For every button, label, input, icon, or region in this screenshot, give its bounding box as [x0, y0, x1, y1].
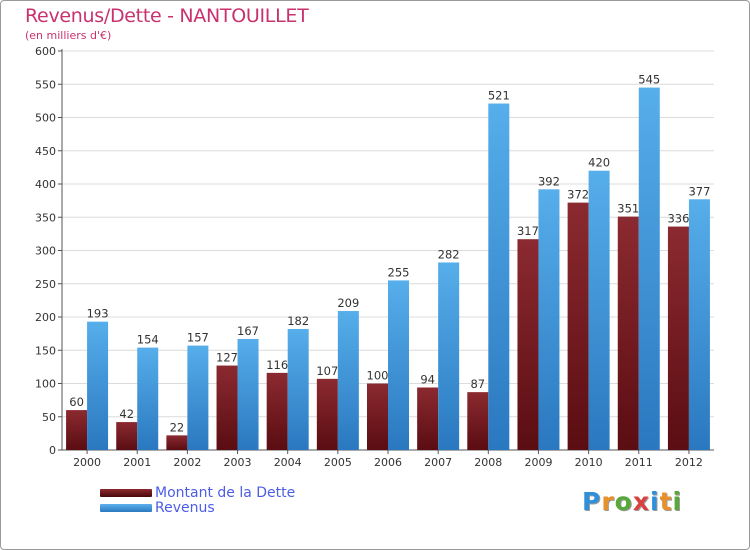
chart-subtitle: (en milliers d'€) — [25, 29, 112, 42]
value-label-revenue: 282 — [438, 247, 460, 261]
y-tick-label: 150 — [35, 344, 56, 357]
value-label-debt: 372 — [567, 188, 589, 202]
value-label-revenue: 167 — [237, 324, 259, 338]
bar-revenue — [488, 103, 510, 450]
y-tick-label: 300 — [35, 245, 56, 258]
logo-letter: i — [672, 487, 683, 516]
value-label-revenue: 182 — [287, 314, 309, 328]
bars — [66, 87, 710, 450]
bar-revenue — [237, 338, 259, 450]
y-tick-label: 500 — [35, 112, 56, 125]
bar-debt — [316, 378, 338, 450]
bar-revenue — [287, 328, 309, 450]
value-label-debt: 317 — [517, 224, 539, 238]
legend-label-revenue: Revenus — [155, 500, 215, 516]
y-tick-label: 600 — [35, 45, 56, 58]
value-label-debt: 94 — [420, 372, 435, 386]
value-labels: 60 193 42 154 22 157 127 167 116 182 107 209 100 255 9… — [69, 73, 710, 435]
value-label-debt: 60 — [69, 395, 84, 409]
value-label-debt: 336 — [667, 212, 689, 226]
x-tick-label: 2005 — [324, 456, 352, 469]
axes: 0 50 100 150 200 250 300 350 400 450 500 550 600 2000… — [35, 45, 714, 469]
legend-swatch-debt — [100, 489, 152, 497]
bar-debt — [617, 216, 639, 450]
logo-letter: t — [659, 487, 673, 516]
value-label-revenue: 209 — [337, 296, 359, 310]
x-tick-label: 2003 — [224, 456, 252, 469]
x-tick-label: 2001 — [123, 456, 151, 469]
value-label-debt: 116 — [266, 358, 288, 372]
bar-debt — [66, 410, 88, 450]
y-tick-label: 100 — [35, 378, 56, 391]
value-label-revenue: 157 — [187, 331, 209, 345]
bar-debt — [116, 422, 138, 450]
bar-revenue — [438, 262, 460, 450]
value-label-debt: 87 — [470, 377, 485, 391]
bar-debt — [467, 392, 489, 450]
value-label-revenue: 545 — [638, 73, 660, 87]
bar-debt — [367, 383, 388, 450]
bar-debt — [417, 387, 439, 450]
bar-revenue — [588, 170, 610, 450]
y-tick-label: 50 — [42, 411, 56, 424]
bar-debt — [166, 435, 188, 450]
x-tick-label: 2008 — [474, 456, 502, 469]
y-tick-label: 200 — [35, 311, 56, 324]
y-tick-label: 0 — [49, 444, 56, 457]
x-tick-label: 2012 — [675, 456, 703, 469]
value-label-revenue: 377 — [688, 184, 710, 198]
y-tick-label: 350 — [35, 211, 56, 224]
x-tick-label: 2009 — [524, 456, 552, 469]
value-label-debt: 351 — [617, 202, 639, 216]
y-tick-label: 400 — [35, 178, 56, 191]
proxiti-logo: Proxiti — [582, 487, 682, 516]
bar-revenue — [87, 321, 109, 450]
value-label-revenue: 154 — [137, 333, 159, 347]
y-tick-label: 450 — [35, 145, 56, 158]
bar-debt — [216, 365, 238, 450]
value-label-revenue: 420 — [588, 156, 610, 170]
bar-debt — [266, 372, 288, 450]
bar-revenue — [137, 347, 159, 450]
bar-debt — [567, 202, 589, 450]
logo-letter: i — [650, 487, 660, 516]
logo-letter: r — [601, 487, 615, 516]
value-label-debt: 107 — [316, 364, 338, 378]
bar-debt — [667, 226, 689, 450]
value-label-debt: 22 — [170, 420, 185, 434]
logo-letter: P — [582, 487, 602, 516]
value-label-revenue: 521 — [488, 89, 510, 103]
chart-title: Revenus/Dette - NANTOUILLET — [25, 5, 309, 27]
value-label-revenue: 193 — [87, 307, 109, 321]
value-label-debt: 100 — [367, 369, 389, 383]
x-tick-label: 2010 — [575, 456, 603, 469]
legend-label-debt: Montant de la Dette — [155, 485, 296, 501]
bar-revenue — [688, 199, 710, 450]
value-label-debt: 127 — [216, 351, 238, 365]
x-tick-label: 2004 — [274, 456, 302, 469]
x-tick-label: 2011 — [625, 456, 653, 469]
bar-revenue — [337, 311, 359, 450]
bar-revenue — [388, 280, 409, 450]
bar-revenue — [187, 345, 209, 450]
value-label-revenue: 392 — [538, 174, 560, 188]
x-tick-label: 2000 — [73, 456, 101, 469]
bar-revenue — [638, 87, 660, 450]
bar-revenue — [538, 189, 560, 450]
x-tick-label: 2002 — [173, 456, 201, 469]
logo-letter: o — [614, 487, 633, 516]
logo-letter: x — [632, 487, 650, 516]
x-tick-label: 2007 — [424, 456, 452, 469]
bar-debt — [517, 239, 539, 450]
value-label-debt: 42 — [119, 407, 134, 421]
legend-swatch-revenue — [100, 504, 152, 512]
y-tick-label: 250 — [35, 278, 56, 291]
y-tick-label: 550 — [35, 78, 56, 91]
x-tick-label: 2006 — [374, 456, 402, 469]
value-label-revenue: 255 — [388, 265, 410, 279]
